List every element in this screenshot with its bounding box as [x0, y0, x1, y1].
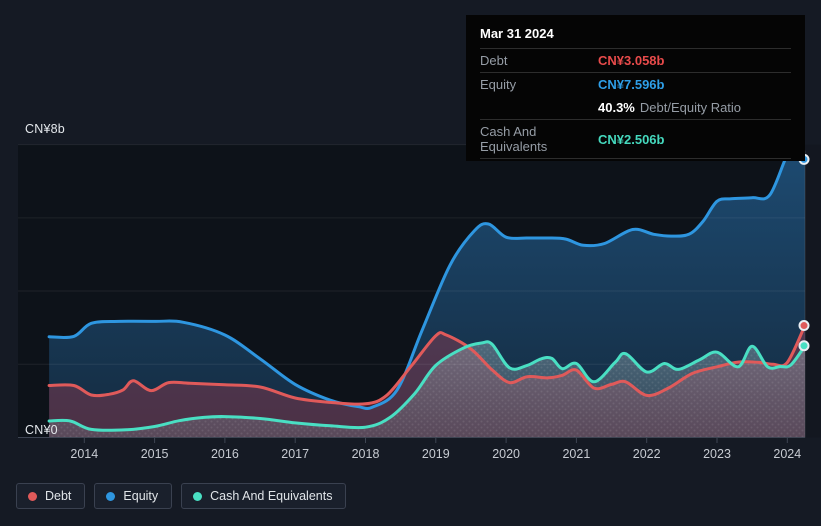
- debt-endpoint-marker: [798, 320, 810, 332]
- tooltip-equity-value: CN¥7.596b: [598, 77, 665, 92]
- equity-line: [47, 149, 807, 411]
- tooltip-debt-label: Debt: [480, 53, 508, 68]
- x-axis-label-2016: 2016: [210, 447, 239, 461]
- x-axis-label-2019: 2019: [421, 447, 450, 461]
- y-axis-label-top: CN¥8b: [25, 122, 65, 136]
- cash-line: [47, 340, 807, 432]
- legend-item-cash[interactable]: Cash And Equivalents: [181, 483, 347, 509]
- x-axis: 2014 2015 2016 2017 2018 2019 2020 2021 2022 2023…: [0, 447, 821, 465]
- debt-series-dot-icon: [28, 491, 37, 501]
- equity-series-dot-icon: [106, 491, 116, 501]
- chart-tooltip: Mar 31 2024 Debt CN¥3.058b Equity CN¥7.5…: [466, 15, 805, 161]
- x-axis-label-2015: 2015: [140, 447, 169, 461]
- tooltip-debt-value: CN¥3.058b: [598, 53, 665, 68]
- tooltip-row-ratio: 40.3% Debt/Equity Ratio: [480, 96, 791, 120]
- tooltip-cash-value: CN¥2.506b: [598, 131, 665, 147]
- tooltip-ratio-caption: Debt/Equity Ratio: [639, 100, 742, 115]
- x-axis-label-2018: 2018: [351, 447, 380, 461]
- future-region-overlay: [805, 144, 821, 438]
- tooltip-row-cash: Cash And Equivalents CN¥2.506b: [480, 120, 791, 159]
- legend-item-debt[interactable]: Debt: [16, 483, 86, 509]
- legend-debt-label: Debt: [45, 489, 72, 503]
- tooltip-date: Mar 31 2024: [480, 22, 791, 49]
- x-axis-label-2023: 2023: [703, 447, 731, 461]
- tooltip-equity-label: Equity: [480, 77, 517, 92]
- cash-endpoint-marker: [798, 340, 810, 352]
- legend-item-equity[interactable]: Equity: [94, 483, 173, 509]
- cash-series-dot-icon: [193, 491, 203, 501]
- y-axis-label-bottom: CN¥0: [25, 423, 58, 437]
- x-axis-label-2014: 2014: [70, 447, 99, 461]
- cash-area-texture: [49, 341, 805, 438]
- legend-cash-label: Cash And Equivalents: [210, 489, 333, 503]
- chart-legend: Debt Equity Cash And Equivalents: [16, 483, 347, 509]
- x-axis-label-2022: 2022: [632, 447, 661, 461]
- x-axis-label-2024: 2024: [773, 447, 802, 461]
- x-axis-label-2017: 2017: [281, 447, 310, 461]
- tooltip-cash-label: Cash And Equivalents: [480, 124, 548, 154]
- legend-equity-label: Equity: [123, 489, 159, 503]
- x-axis-label-2020: 2020: [492, 447, 520, 461]
- debt-line: [47, 324, 807, 406]
- tooltip-row-equity: Equity CN¥7.596b: [480, 73, 791, 96]
- tooltip-ratio-value: 40.3%: [598, 100, 635, 115]
- tooltip-row-debt: Debt CN¥3.058b: [480, 49, 791, 73]
- x-axis-label-2021: 2021: [562, 447, 591, 461]
